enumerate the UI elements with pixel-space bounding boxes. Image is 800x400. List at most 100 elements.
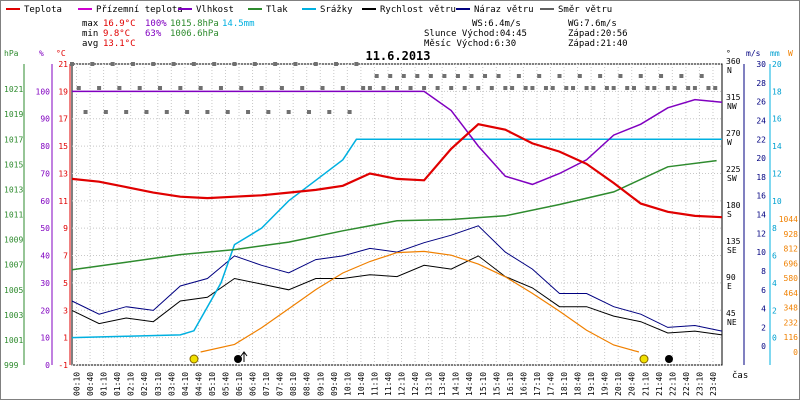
- legend-item-smer: Směr větru: [540, 5, 612, 15]
- tick-x: 00:10: [73, 372, 82, 396]
- wind-dir-mark: [76, 86, 81, 90]
- tick-dir: SE: [727, 246, 737, 255]
- wind-dir-mark: [144, 110, 149, 114]
- tick-w: 232: [784, 318, 799, 327]
- tick-w: 812: [784, 245, 799, 254]
- tick-x: 06:10: [235, 372, 244, 396]
- sunset-marker: [639, 354, 649, 364]
- tick-x: 01:40: [113, 372, 122, 396]
- tick-hpa: 1021: [4, 85, 23, 94]
- wind-dir-mark: [604, 86, 609, 90]
- tick-x: 05:40: [221, 372, 230, 396]
- tick-pct: 30: [40, 279, 50, 288]
- legend-label-prizemni: Přízemní teplota: [96, 5, 183, 15]
- tick-ms: 10: [756, 248, 766, 257]
- tick-w: 116: [784, 333, 799, 342]
- wind-dir-mark: [516, 74, 521, 78]
- tick-x: 09:10: [316, 372, 325, 396]
- wind-dir-mark: [178, 86, 183, 90]
- tick-x: 14:10: [452, 372, 461, 396]
- wind-dir-mark: [496, 74, 501, 78]
- tick-celsius: 1: [63, 334, 68, 343]
- stats-block: max 16.9°C 100% 1015.8hPa 14.5mm min 9.8…: [82, 19, 628, 49]
- series-teplota: [71, 123, 723, 219]
- wind-dir-mark: [659, 74, 664, 78]
- tick-x: 04:10: [181, 372, 190, 396]
- tick-hpa: 1015: [4, 160, 23, 169]
- wind-dir-mark: [489, 86, 494, 90]
- tick-celsius: 15: [58, 142, 68, 151]
- tick-w: 696: [784, 259, 799, 268]
- tick-mm: 20: [772, 60, 782, 69]
- tick-ms: 6: [761, 286, 766, 295]
- wind-dir-mark: [246, 110, 251, 114]
- tick-x: 19:10: [587, 372, 596, 396]
- tick-x: 18:10: [560, 372, 569, 396]
- wind-dir-mark: [218, 86, 223, 90]
- tick-deg: 135: [726, 237, 741, 246]
- wind-dir-mark: [564, 86, 569, 90]
- wind-dir-mark: [543, 86, 548, 90]
- tick-x: 09:40: [330, 372, 339, 396]
- unit-celsius: °C: [56, 49, 66, 58]
- tick-dir: NW: [727, 102, 737, 111]
- wind-dir-mark: [618, 74, 623, 78]
- legend-item-teplota: Teplota: [6, 5, 62, 15]
- stats-sun-set: Západ:20:56: [568, 29, 628, 39]
- tick-w: 0: [793, 348, 798, 357]
- tick-pct: 60: [40, 197, 50, 206]
- tick-hpa: 1017: [4, 135, 23, 144]
- wind-dir-mark: [347, 110, 352, 114]
- legend: Teplota Přízemní teplota Vlhkost Tlak Sr…: [6, 5, 612, 15]
- wind-dir-mark: [212, 62, 217, 66]
- tick-mm: 10: [772, 197, 782, 206]
- tick-x: 12:10: [398, 372, 407, 396]
- wind-dir-mark: [665, 86, 670, 90]
- wind-dir-mark: [476, 86, 481, 90]
- wind-dir-mark: [699, 74, 704, 78]
- legend-item-prizemni: Přízemní teplota: [78, 5, 183, 15]
- tick-x: 16:10: [506, 372, 515, 396]
- tick-dir: E: [727, 282, 732, 291]
- wind-dir-mark: [557, 74, 562, 78]
- tick-hpa: 1009: [4, 236, 23, 245]
- wind-dir-mark: [83, 110, 88, 114]
- wind-dir-mark: [306, 110, 311, 114]
- tick-celsius: 3: [63, 306, 68, 315]
- tick-pct: 0: [45, 361, 50, 370]
- wind-dir-mark: [110, 62, 115, 66]
- wind-dir-mark: [523, 86, 528, 90]
- wind-dir-mark: [550, 86, 555, 90]
- legend-label-tlak: Tlak: [266, 5, 288, 15]
- tick-pct: 50: [40, 224, 50, 233]
- tick-dir: N: [727, 66, 732, 75]
- wind-dir-mark: [158, 86, 163, 90]
- stats-moon-set: Západ:21:40: [568, 39, 628, 49]
- wind-dir-mark: [171, 62, 176, 66]
- tick-ms: 2: [761, 323, 766, 332]
- tick-x: 21:40: [655, 372, 664, 396]
- series-slunce: [200, 250, 640, 353]
- tick-ms: 28: [756, 79, 766, 88]
- wind-dir-mark: [455, 74, 460, 78]
- tick-ms: 0: [761, 342, 766, 351]
- tick-dir: S: [727, 210, 732, 219]
- stats-max-hum: 100%: [145, 19, 167, 29]
- legend-item-srazky: Srážky: [302, 5, 353, 15]
- tick-x: 21:10: [641, 372, 650, 396]
- wind-dir-mark: [428, 74, 433, 78]
- tick-x: 10:10: [343, 372, 352, 396]
- stats-sun: Slunce Východ:04:45: [424, 29, 527, 39]
- tick-hpa: 1005: [4, 286, 23, 295]
- tick-dir: W: [727, 138, 732, 147]
- tick-deg: 315: [726, 93, 741, 102]
- wind-dir-mark: [320, 86, 325, 90]
- wind-dir-mark: [354, 62, 359, 66]
- tick-hpa: 1013: [4, 185, 23, 194]
- wind-dir-mark: [435, 86, 440, 90]
- wind-dir-mark: [367, 86, 372, 90]
- tick-mm: 16: [772, 115, 782, 124]
- tick-x: 22:40: [682, 372, 691, 396]
- tick-mm: 8: [772, 224, 777, 233]
- wind-dir-mark: [137, 86, 142, 90]
